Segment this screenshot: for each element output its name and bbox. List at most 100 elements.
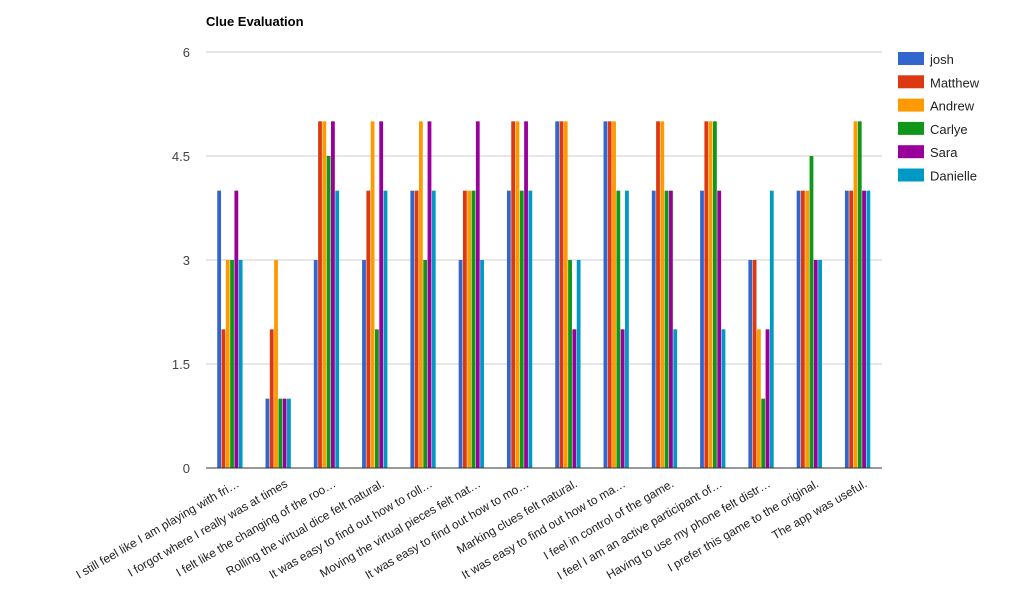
y-tick-label: 0 xyxy=(183,461,190,476)
bar[interactable] xyxy=(326,156,331,468)
bar[interactable] xyxy=(278,398,283,468)
bar[interactable] xyxy=(322,121,327,468)
bar[interactable] xyxy=(471,190,476,468)
bar[interactable] xyxy=(708,121,713,468)
bar[interactable] xyxy=(769,190,774,468)
bar[interactable] xyxy=(269,329,274,468)
bar[interactable] xyxy=(616,190,621,468)
bar[interactable] xyxy=(375,329,379,468)
bar[interactable] xyxy=(849,190,854,468)
bar[interactable] xyxy=(480,260,484,468)
bar[interactable] xyxy=(366,190,371,468)
x-axis-category-labels: I still feel like I am playing with fri…… xyxy=(74,476,870,582)
legend[interactable]: josh Matthew Andrew Carlye Sara Danielle xyxy=(898,52,980,184)
bar[interactable] xyxy=(559,121,564,468)
bar[interactable] xyxy=(238,260,243,468)
series-andrew xyxy=(225,121,858,468)
bar[interactable] xyxy=(813,260,818,468)
bar[interactable] xyxy=(796,190,801,468)
bar[interactable] xyxy=(713,121,717,468)
bar[interactable] xyxy=(748,260,753,468)
bar[interactable] xyxy=(857,121,862,468)
series-danielle xyxy=(238,190,871,468)
bar[interactable] xyxy=(607,121,612,468)
bar[interactable] xyxy=(515,121,520,468)
bar[interactable] xyxy=(756,329,761,468)
bar[interactable] xyxy=(765,329,770,468)
bar[interactable] xyxy=(230,260,234,468)
bar[interactable] xyxy=(410,190,415,468)
gridlines xyxy=(206,51,882,365)
bar[interactable] xyxy=(418,121,423,468)
bar[interactable] xyxy=(568,260,572,468)
bar[interactable] xyxy=(506,190,511,468)
bar[interactable] xyxy=(866,190,871,468)
bar[interactable] xyxy=(651,190,656,468)
bar[interactable] xyxy=(370,121,375,468)
legend-swatch xyxy=(898,75,924,89)
bar[interactable] xyxy=(318,121,322,468)
legend-item-sara[interactable]: Sara xyxy=(898,145,958,160)
legend-item-danielle[interactable]: Danielle xyxy=(898,168,977,184)
bar[interactable] xyxy=(563,121,568,468)
bar[interactable] xyxy=(853,121,858,468)
series-matthew xyxy=(221,121,854,468)
bar[interactable] xyxy=(528,190,533,468)
bar[interactable] xyxy=(414,190,419,468)
bar[interactable] xyxy=(423,260,428,468)
bar[interactable] xyxy=(458,260,463,468)
bar[interactable] xyxy=(282,398,287,468)
bar[interactable] xyxy=(221,329,226,468)
bar[interactable] xyxy=(717,190,722,468)
bar[interactable] xyxy=(700,190,704,468)
bar[interactable] xyxy=(809,156,814,468)
bar[interactable] xyxy=(331,121,335,468)
bar[interactable] xyxy=(475,121,480,468)
legend-item-andrew[interactable]: Andrew xyxy=(898,98,975,114)
bar[interactable] xyxy=(818,260,822,468)
bar[interactable] xyxy=(620,329,625,468)
bar[interactable] xyxy=(664,190,669,468)
bar[interactable] xyxy=(265,398,270,468)
bar[interactable] xyxy=(752,260,757,468)
bar[interactable] xyxy=(379,121,384,468)
bar[interactable] xyxy=(805,190,810,468)
bar[interactable] xyxy=(656,121,660,468)
bar[interactable] xyxy=(625,190,629,468)
bar[interactable] xyxy=(383,190,388,468)
bar[interactable] xyxy=(511,121,516,468)
bar[interactable] xyxy=(576,260,581,468)
bar[interactable] xyxy=(844,190,849,468)
bar[interactable] xyxy=(572,329,577,468)
legend-label: Matthew xyxy=(930,75,980,90)
bar[interactable] xyxy=(862,190,866,468)
legend-item-josh[interactable]: josh xyxy=(898,52,954,67)
bar[interactable] xyxy=(234,190,239,468)
bar[interactable] xyxy=(362,260,366,468)
bar[interactable] xyxy=(660,121,665,468)
bar[interactable] xyxy=(612,121,616,468)
bar[interactable] xyxy=(274,260,278,468)
bar[interactable] xyxy=(673,329,678,468)
bar[interactable] xyxy=(800,190,805,468)
bar[interactable] xyxy=(335,190,340,468)
bar[interactable] xyxy=(225,260,230,468)
bar[interactable] xyxy=(431,190,436,468)
bar[interactable] xyxy=(524,121,528,468)
bar[interactable] xyxy=(467,190,472,468)
bar[interactable] xyxy=(603,121,608,468)
bar[interactable] xyxy=(217,190,222,468)
bar[interactable] xyxy=(669,190,673,468)
bar[interactable] xyxy=(287,398,291,468)
bar[interactable] xyxy=(704,121,709,468)
legend-item-carlye[interactable]: Carlye xyxy=(898,122,968,137)
bar[interactable] xyxy=(462,190,467,468)
bar[interactable] xyxy=(519,190,524,468)
legend-item-matthew[interactable]: Matthew xyxy=(898,75,980,90)
bar[interactable] xyxy=(313,260,318,468)
bar[interactable] xyxy=(761,398,766,468)
bar[interactable] xyxy=(427,121,432,468)
legend-label: Danielle xyxy=(930,169,977,184)
bar[interactable] xyxy=(721,329,726,468)
bar[interactable] xyxy=(555,121,560,468)
